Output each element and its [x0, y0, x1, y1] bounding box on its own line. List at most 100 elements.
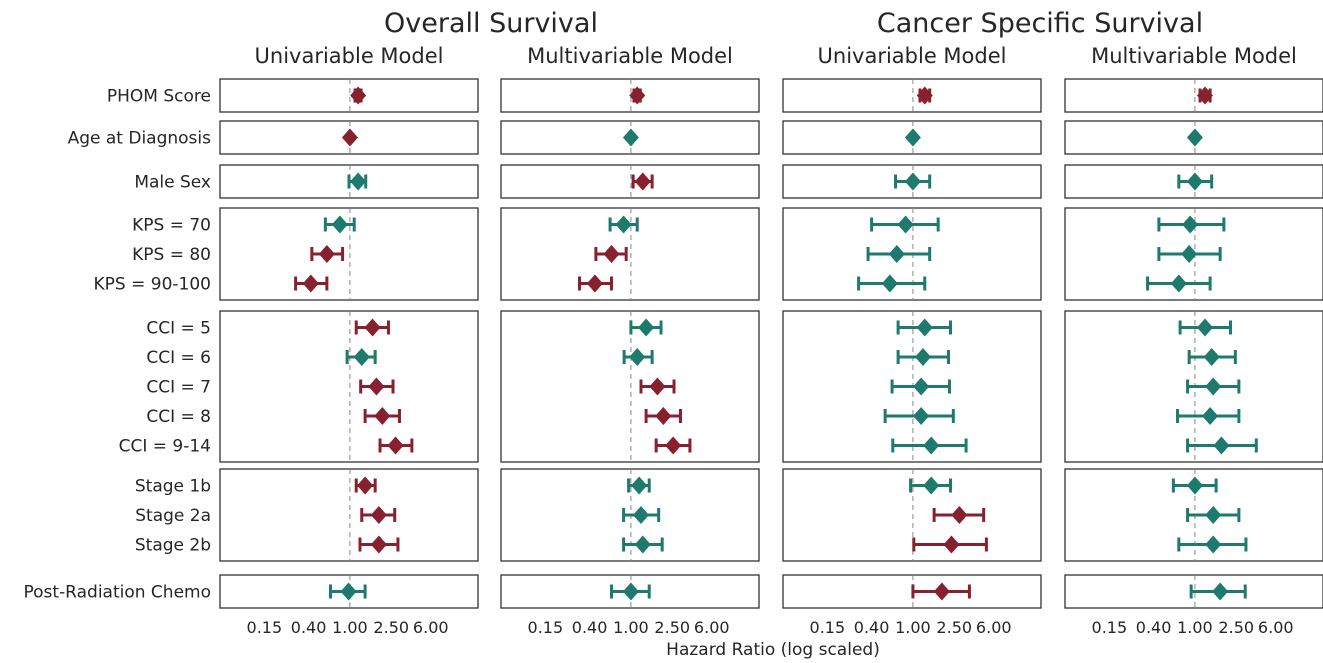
- estimate-cci-9-14: [891, 436, 968, 455]
- point-estimate-marker: [374, 407, 391, 425]
- panel-box: [219, 207, 479, 301]
- row-label-post-radiation-chemo: Post-Radiation Chemo: [23, 583, 211, 603]
- point-estimate-marker: [350, 172, 367, 191]
- panel-box: [500, 207, 760, 301]
- estimate-stage-2a: [932, 506, 986, 524]
- row-label-stage-1b: Stage 1b: [135, 477, 211, 497]
- panel-cancer-specific-survival-univariable-model: Univariable Model 0.15 0.40 1.00 2.50 6.00: [782, 44, 1042, 637]
- point-estimate-marker: [951, 506, 968, 524]
- panel-box: [500, 120, 760, 155]
- estimate-cci-6: [896, 348, 950, 366]
- x-tick-label: 1.00: [895, 618, 931, 637]
- point-estimate-marker: [586, 274, 603, 293]
- estimate-cci-8: [363, 407, 401, 425]
- estimate-cci-7: [1186, 377, 1241, 396]
- point-estimate-marker: [341, 128, 358, 147]
- row-label-cci-6: CCI = 6: [146, 348, 211, 368]
- x-tick-label: 2.50: [1218, 618, 1254, 637]
- suptitle-overall-survival: Overall Survival: [384, 8, 598, 39]
- point-estimate-marker: [888, 245, 905, 263]
- point-estimate-marker: [318, 245, 335, 263]
- estimate-kps-70: [608, 215, 639, 234]
- estimate-kps-70: [1157, 215, 1226, 234]
- estimate-kps-70: [870, 215, 940, 234]
- estimate-post-radiation-chemo: [1189, 582, 1247, 601]
- estimate-kps-80: [866, 245, 932, 263]
- panel-box: [219, 310, 479, 463]
- suptitle-cancer-specific-survival: Cancer Specific Survival: [877, 8, 1203, 39]
- panel-box: [782, 310, 1042, 463]
- estimate-cci-7: [639, 377, 676, 396]
- estimate-stage-1b: [627, 476, 651, 495]
- estimate-kps-80: [1157, 245, 1222, 263]
- estimate-kps-90-100: [857, 274, 927, 293]
- panel-box: [219, 164, 479, 199]
- point-estimate-marker: [1205, 506, 1222, 524]
- panel-title: Univariable Model: [255, 44, 444, 68]
- x-tick-label: 0.15: [528, 618, 564, 637]
- panel-box: [782, 164, 1042, 199]
- panel-box: [1064, 78, 1323, 113]
- row-label-male-sex: Male Sex: [134, 173, 211, 193]
- estimate-stage-1b: [909, 476, 952, 495]
- point-estimate-marker: [1186, 476, 1203, 495]
- panel-box: [219, 574, 479, 609]
- point-estimate-marker: [1212, 582, 1229, 601]
- estimate-cci-6: [1187, 348, 1237, 366]
- estimate-stage-2b: [1177, 535, 1248, 554]
- point-estimate-marker: [302, 274, 319, 293]
- point-estimate-marker: [331, 215, 348, 234]
- point-estimate-marker: [655, 407, 672, 425]
- estimate-kps-90-100: [1146, 274, 1212, 293]
- point-estimate-marker: [631, 476, 648, 495]
- point-estimate-marker: [665, 436, 682, 455]
- estimate-cci-7: [890, 377, 951, 396]
- estimate-cci-8: [644, 407, 682, 425]
- estimate-kps-90-100: [294, 274, 329, 293]
- x-tick-label: 0.40: [1136, 618, 1172, 637]
- point-estimate-marker: [1181, 245, 1198, 263]
- estimate-post-radiation-chemo: [328, 582, 367, 601]
- point-estimate-marker: [881, 274, 898, 293]
- panel-title: Multivariable Model: [527, 44, 733, 68]
- x-tick-label: 0.15: [810, 618, 846, 637]
- point-estimate-marker: [933, 582, 950, 601]
- point-estimate-marker: [603, 245, 620, 263]
- point-estimate-marker: [1182, 215, 1199, 234]
- estimate-stage-1b: [1171, 476, 1218, 495]
- point-estimate-marker: [370, 535, 387, 554]
- point-estimate-marker: [1196, 318, 1213, 337]
- point-estimate-marker: [350, 86, 367, 105]
- estimate-cci-9-14: [378, 436, 414, 455]
- point-estimate-marker: [1213, 436, 1230, 455]
- estimate-phom-score: [629, 86, 646, 105]
- point-estimate-marker: [914, 348, 931, 366]
- point-estimate-marker: [916, 318, 933, 337]
- point-estimate-marker: [629, 348, 646, 366]
- point-estimate-marker: [370, 506, 387, 524]
- row-label-cci-7: CCI = 7: [146, 378, 211, 398]
- panel-box: [1064, 468, 1323, 562]
- panel-box: [1064, 310, 1323, 463]
- estimate-stage-2b: [912, 535, 988, 554]
- panel-overall-survival-univariable-model: Univariable Model 0.15 0.40 1.00 2.50 6.00: [219, 44, 479, 637]
- estimate-cci-8: [1176, 407, 1241, 425]
- estimate-post-radiation-chemo: [911, 582, 971, 601]
- estimate-male-sex: [347, 172, 368, 191]
- x-tick-label: 2.50: [654, 618, 690, 637]
- point-estimate-marker: [1203, 348, 1220, 366]
- x-tick-label: 2.50: [936, 618, 972, 637]
- point-estimate-marker: [387, 436, 404, 455]
- point-estimate-marker: [1170, 274, 1187, 293]
- x-tick-label: 0.15: [247, 618, 283, 637]
- row-label-kps-70: KPS = 70: [132, 216, 211, 236]
- panel-box: [782, 468, 1042, 562]
- estimate-kps-90-100: [578, 274, 613, 293]
- panel-box: [1064, 207, 1323, 301]
- point-estimate-marker: [923, 436, 940, 455]
- point-estimate-marker: [364, 318, 381, 337]
- point-estimate-marker: [353, 348, 370, 366]
- panel-box: [500, 164, 760, 199]
